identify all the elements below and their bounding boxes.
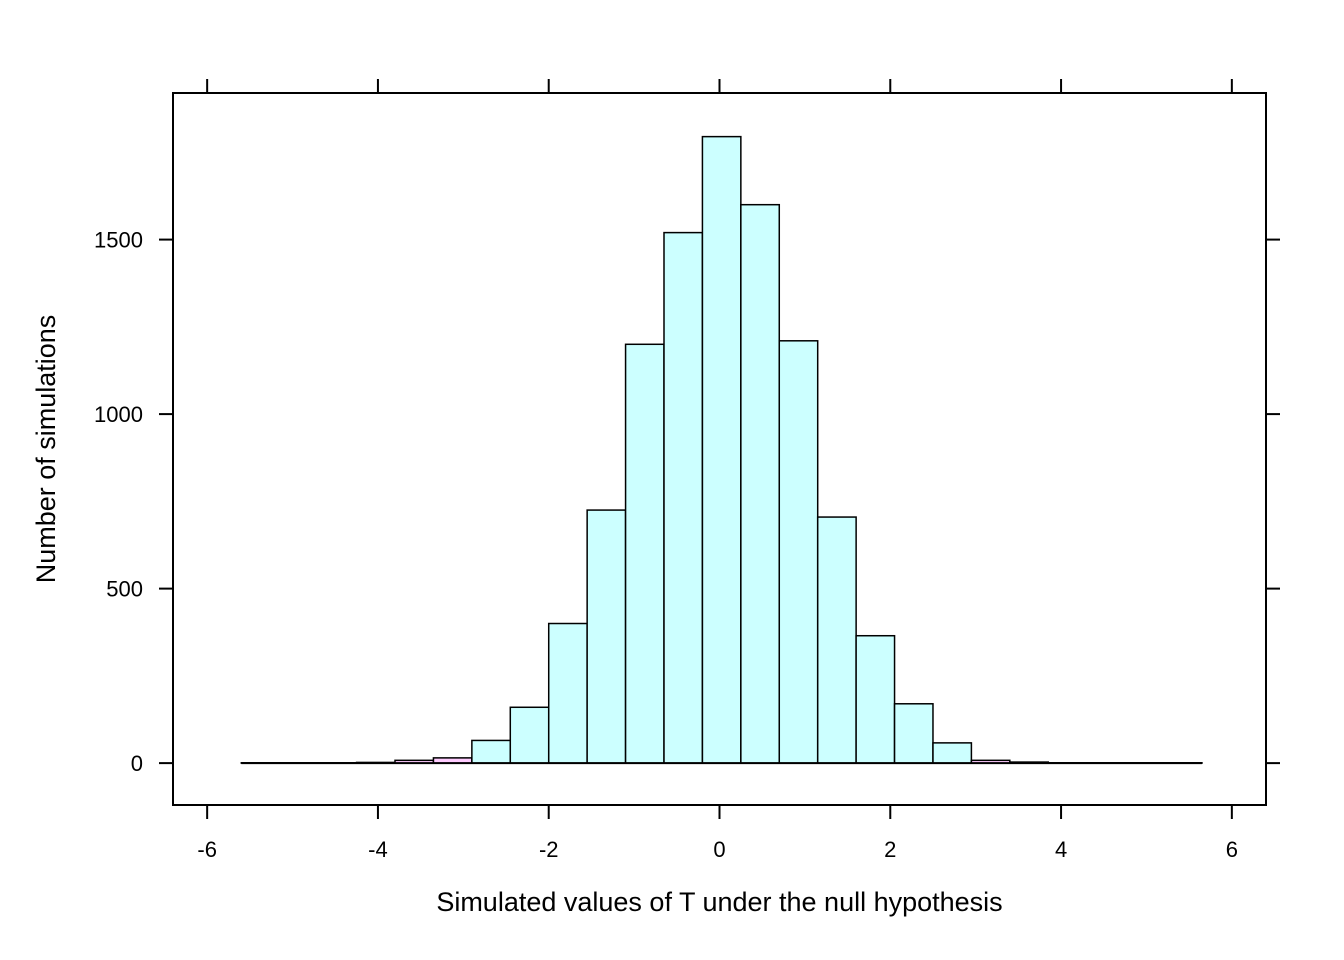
histogram-bars (240, 135, 1203, 765)
x-tick-label: -2 (539, 837, 559, 862)
x-tick-label: -4 (368, 837, 388, 862)
x-tick-label: 0 (713, 837, 725, 862)
x-axis-title: Simulated values of T under the null hyp… (436, 887, 1002, 917)
histogram-bar (855, 634, 896, 764)
histogram-bar (778, 340, 819, 764)
histogram-bar (893, 703, 934, 764)
histogram-bar (663, 231, 704, 764)
histogram-bar (932, 742, 973, 764)
y-tick-label: 0 (131, 751, 143, 776)
axis-tick-labels: -6 -4 -2 0 2 4 6 0 500 1000 1500 (94, 228, 1238, 862)
histogram-bar (586, 509, 627, 764)
x-tick-label: 4 (1055, 837, 1067, 862)
histogram-bar (701, 135, 742, 764)
x-tick-label: 6 (1226, 837, 1238, 862)
histogram-bar (547, 622, 588, 764)
histogram-bar (816, 516, 857, 764)
y-axis-title: Number of simulations (31, 315, 61, 584)
axis-ticks (159, 79, 1280, 819)
y-tick-label: 1500 (94, 228, 143, 253)
histogram-bar (509, 706, 550, 764)
histogram-bar (471, 739, 512, 764)
histogram-bar (624, 343, 665, 764)
x-tick-label: -6 (197, 837, 217, 862)
histogram-bar (740, 203, 781, 764)
x-tick-label: 2 (884, 837, 896, 862)
y-tick-label: 500 (106, 577, 143, 602)
y-tick-label: 1000 (94, 402, 143, 427)
